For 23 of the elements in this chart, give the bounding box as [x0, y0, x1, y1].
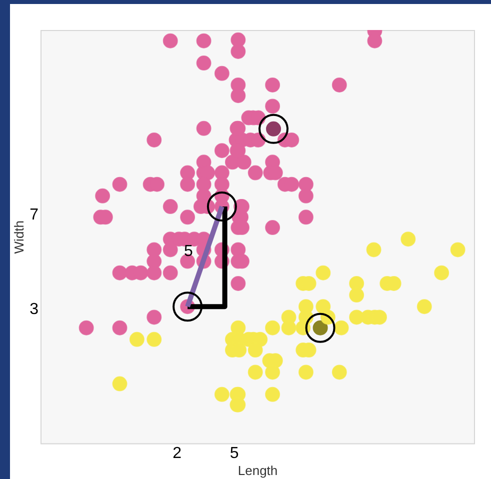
x-axis-title: Length: [238, 462, 278, 478]
point: [366, 242, 382, 258]
point: [334, 320, 349, 336]
point: [265, 386, 280, 402]
point: [434, 265, 450, 280]
point: [129, 332, 144, 347]
point: [316, 265, 331, 280]
point: [416, 299, 432, 314]
point: [349, 288, 364, 303]
point: [214, 386, 230, 402]
point: [265, 320, 280, 336]
y-tick-label: 7: [30, 206, 39, 224]
point: [112, 376, 128, 392]
point: [450, 242, 466, 258]
point: [332, 364, 347, 380]
point: [248, 364, 263, 380]
x-tick-label: 2: [172, 445, 182, 462]
point: [298, 364, 314, 380]
point: [146, 332, 162, 347]
y-tick-label: 3: [30, 300, 39, 318]
y-axis-title: Width: [11, 220, 26, 254]
point: [281, 320, 296, 336]
point: [400, 232, 416, 247]
